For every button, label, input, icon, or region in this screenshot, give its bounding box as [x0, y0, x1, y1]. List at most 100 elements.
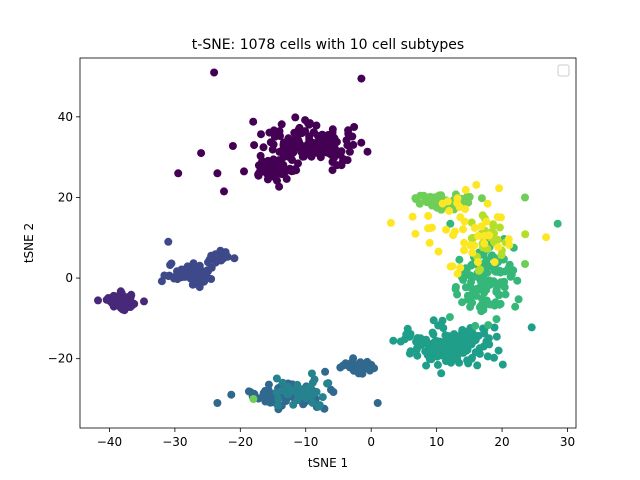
data-point	[433, 352, 442, 361]
data-point	[490, 353, 498, 362]
data-point	[249, 395, 258, 403]
data-point	[291, 129, 300, 138]
data-point	[107, 298, 116, 306]
x-tick-label: 0	[367, 435, 375, 449]
data-point	[249, 117, 258, 126]
data-point	[345, 147, 354, 156]
data-point	[264, 380, 273, 389]
data-point	[94, 296, 102, 305]
data-point	[456, 263, 465, 272]
data-point	[488, 251, 497, 260]
data-point	[373, 399, 382, 407]
data-point	[356, 358, 365, 367]
data-point	[506, 272, 515, 281]
data-point	[439, 324, 448, 332]
data-point	[459, 225, 467, 234]
data-point	[266, 138, 275, 147]
data-point	[467, 278, 475, 287]
data-point	[357, 138, 366, 147]
data-point	[406, 347, 415, 356]
data-point	[328, 166, 337, 175]
data-point	[277, 170, 286, 179]
data-point	[210, 68, 219, 77]
data-point	[453, 199, 462, 208]
data-point	[307, 152, 316, 161]
data-point	[463, 332, 471, 341]
data-point	[273, 176, 281, 185]
data-point	[257, 130, 265, 139]
data-point	[274, 395, 283, 404]
data-point	[542, 233, 551, 242]
data-point	[345, 360, 354, 369]
x-axis-label: tSNE 1	[308, 456, 348, 470]
data-point	[480, 232, 489, 240]
data-point	[308, 398, 317, 407]
data-point	[307, 369, 316, 378]
data-point	[443, 197, 452, 206]
data-point	[121, 297, 130, 306]
data-point	[357, 74, 366, 83]
data-point	[174, 169, 183, 178]
data-point	[298, 144, 307, 153]
data-point	[439, 338, 448, 346]
data-point	[301, 116, 310, 125]
data-point	[451, 355, 460, 364]
data-point	[486, 280, 494, 289]
data-point	[291, 113, 300, 122]
data-point	[425, 238, 434, 247]
data-point	[446, 219, 455, 228]
x-tick-label: −20	[228, 435, 253, 449]
data-point	[471, 321, 480, 330]
data-point	[413, 343, 422, 352]
data-point	[308, 138, 317, 147]
data-point	[500, 267, 509, 276]
data-point	[455, 255, 464, 264]
data-point	[434, 247, 443, 256]
data-point	[117, 304, 125, 313]
data-point	[492, 332, 501, 341]
data-point	[259, 143, 268, 152]
data-point	[327, 131, 335, 140]
data-point	[312, 121, 321, 130]
data-point	[492, 315, 501, 324]
data-point	[474, 231, 483, 240]
data-point	[490, 258, 499, 267]
data-point	[465, 326, 474, 335]
data-point	[475, 303, 484, 312]
data-point	[489, 300, 498, 309]
data-point	[493, 213, 502, 222]
data-point	[470, 336, 479, 345]
data-point	[470, 241, 479, 250]
data-point	[116, 287, 125, 296]
data-point	[495, 184, 504, 193]
data-point	[288, 156, 296, 164]
data-point	[195, 283, 204, 292]
data-point	[258, 166, 267, 175]
data-point	[494, 291, 503, 300]
x-tick-label: 30	[560, 435, 575, 449]
data-point	[282, 174, 291, 183]
data-point	[463, 356, 472, 365]
data-point	[389, 336, 398, 345]
data-point	[201, 274, 210, 283]
data-point	[433, 360, 442, 369]
data-point	[474, 266, 483, 275]
data-point	[432, 337, 441, 345]
data-point	[273, 401, 282, 410]
data-point	[475, 344, 484, 353]
x-tick-label: −30	[162, 435, 187, 449]
data-point	[319, 133, 328, 142]
data-point	[431, 193, 440, 202]
data-point	[318, 393, 327, 402]
data-point	[527, 323, 536, 332]
data-point	[213, 252, 222, 261]
data-point	[412, 195, 420, 204]
data-point	[211, 258, 220, 267]
points-layer	[94, 68, 562, 414]
data-point	[272, 374, 281, 383]
data-point	[521, 193, 529, 202]
x-axis-ticks: −40 −30 −20 −10 0 10 20 30	[97, 428, 575, 449]
data-point	[494, 243, 503, 252]
y-tick-label: 20	[58, 190, 73, 204]
